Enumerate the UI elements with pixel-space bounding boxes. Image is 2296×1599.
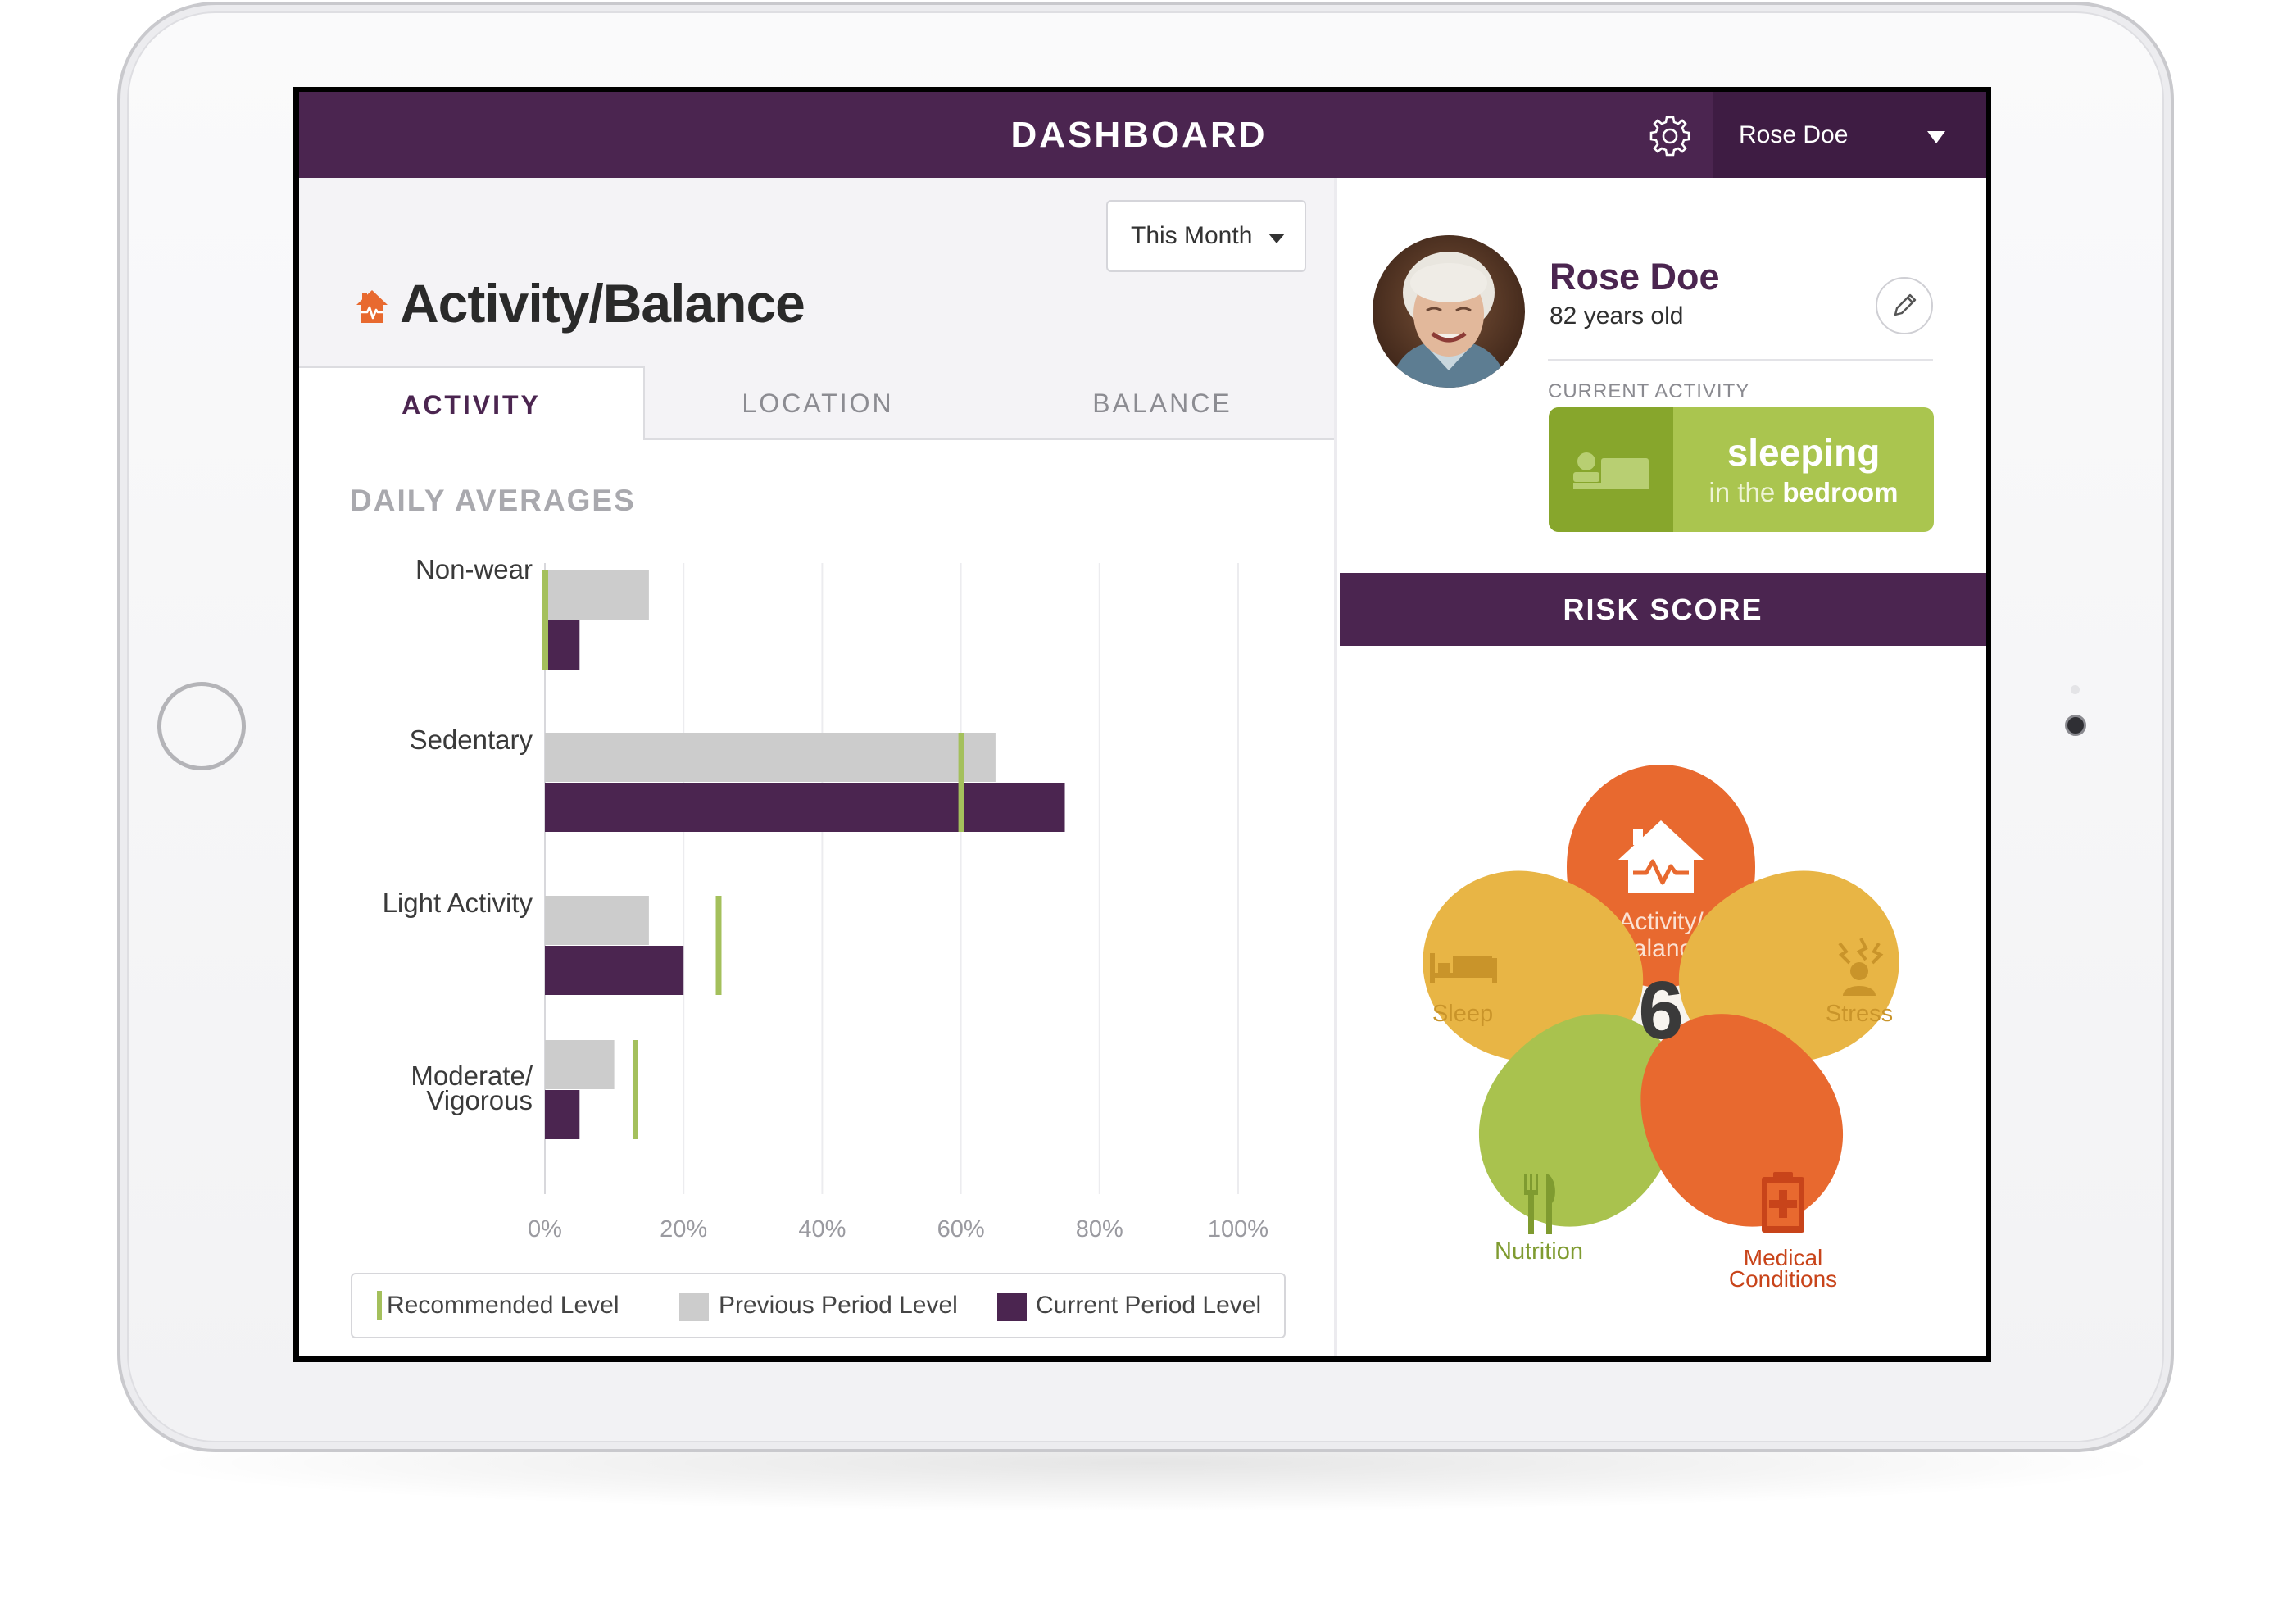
chart-tick-label: 20%: [660, 1216, 707, 1242]
chart-tick-label: 80%: [1076, 1216, 1123, 1242]
user-menu-name: Rose Doe: [1739, 121, 1849, 148]
edit-profile-button[interactable]: [1876, 277, 1933, 334]
fork-knife-icon: [1524, 1174, 1555, 1234]
top-bar: DASHBOARD Rose Doe: [299, 92, 1986, 178]
chart-category-label: Vigorous: [426, 1085, 533, 1115]
legend-label-previous: Previous Period Level: [719, 1292, 958, 1319]
legend-swatch-recommended: [377, 1291, 382, 1320]
chevron-down-icon: [1268, 234, 1285, 243]
chart-bar-previous: [545, 733, 996, 782]
camera-icon: [2065, 715, 2086, 736]
risk-petal-medical-conditions[interactable]: Medical Conditions: [1598, 974, 1882, 1292]
period-select-value: This Month: [1131, 222, 1253, 249]
chart-bar-previous: [545, 896, 649, 945]
chart-bar-previous: [545, 570, 649, 620]
risk-score-value: 6: [1638, 965, 1684, 1056]
chart-recommended-marker: [542, 570, 548, 670]
profile-age: 82 years old: [1550, 302, 1684, 329]
chart-heading: DAILY AVERAGES: [350, 484, 636, 517]
legend-swatch-previous: [679, 1293, 709, 1321]
chart-tick-label: 100%: [1208, 1216, 1268, 1242]
chart-bar-current: [545, 1090, 580, 1139]
avatar-portrait: [1373, 235, 1525, 388]
daily-averages-chart: 0% 20% 40% 60% 80% 100% Non-wear Sedentary Light…: [383, 554, 1269, 1242]
gear-icon[interactable]: [1647, 113, 1693, 159]
light-sensor: [2071, 685, 2080, 694]
chart-legend: Recommended Level Previous Period Level …: [351, 1273, 1286, 1338]
avatar: [1373, 235, 1525, 388]
profile-divider: [1548, 359, 1933, 361]
risk-petal-label: Stress: [1826, 1001, 1893, 1027]
chart-tick-label: 0%: [528, 1216, 562, 1242]
risk-petal-label: Activity/: [1618, 908, 1704, 935]
chart-recommended-marker: [958, 733, 964, 832]
risk-petal-label: Sleep: [1432, 1001, 1493, 1027]
current-activity-status: sleeping: [1727, 431, 1881, 474]
chart-bar-current: [545, 620, 580, 670]
risk-score-header: RISK SCORE: [1340, 573, 1986, 646]
legend-label-recommended: Recommended Level: [387, 1292, 619, 1319]
home-button[interactable]: [157, 682, 246, 770]
current-activity-location: in the bedroom: [1673, 477, 1934, 508]
risk-petal-stress[interactable]: Stress: [1654, 844, 1924, 1093]
activity-card-icon-area: [1549, 407, 1673, 532]
house-heartbeat-icon: [356, 290, 388, 323]
pencil-icon: [1894, 293, 1917, 316]
chart-category-label: Sedentary: [410, 725, 533, 755]
risk-score-title: RISK SCORE: [1563, 593, 1763, 626]
chart-recommended-marker: [632, 1040, 638, 1139]
current-activity-label: CURRENT ACTIVITY: [1548, 380, 1750, 402]
risk-petal-nutrition[interactable]: Nutrition: [1440, 974, 1724, 1265]
tablet-screen: DASHBOARD Rose Doe This Month: [293, 87, 1991, 1362]
tab-balance[interactable]: BALANCE: [1092, 388, 1232, 418]
tab-underline: [645, 438, 1334, 440]
page-title: Activity/Balance: [400, 273, 805, 334]
tab-activity[interactable]: ACTIVITY: [299, 366, 645, 440]
medical-clipboard-icon: [1762, 1172, 1804, 1233]
chart-tick-label: 40%: [798, 1216, 846, 1242]
risk-petal-label: Conditions: [1729, 1266, 1837, 1292]
risk-score-flower: Activity/ Balance Sleep: [1398, 765, 1924, 1292]
chart-category-label: Light Activity: [383, 888, 533, 918]
app-window: DASHBOARD Rose Doe This Month: [299, 92, 1986, 1356]
profile-name: Rose Doe: [1550, 256, 1720, 298]
location-room: bedroom: [1782, 477, 1899, 507]
period-select[interactable]: This Month: [1106, 200, 1306, 272]
chart-category-label: Non-wear: [415, 554, 533, 584]
bed-icon: [1430, 953, 1497, 983]
risk-petal-label: Medical: [1744, 1245, 1822, 1270]
chart-recommended-marker: [715, 896, 722, 995]
bed-icon: [1573, 452, 1649, 489]
chart-bar-current: [545, 783, 1065, 832]
house-heartbeat-icon: [1618, 820, 1704, 893]
chart-category-label: Moderate/: [411, 1061, 533, 1091]
chart-bar-previous: [545, 1040, 615, 1089]
tab-location[interactable]: LOCATION: [742, 388, 894, 418]
stress-icon: [1838, 938, 1884, 996]
current-activity-card: sleeping in the bedroom: [1549, 407, 1934, 532]
user-menu[interactable]: Rose Doe: [1713, 92, 1986, 178]
location-prefix: in the: [1708, 477, 1776, 507]
legend-label-current: Current Period Level: [1036, 1292, 1262, 1319]
page-header-title: DASHBOARD: [1010, 115, 1268, 155]
risk-petal-label: Nutrition: [1495, 1238, 1583, 1265]
caret-down-icon: [1927, 131, 1945, 143]
activity-panel: This Month Activity/Balance ACTIVITY LOC…: [299, 178, 1334, 1356]
risk-petal-sleep[interactable]: Sleep: [1398, 844, 1668, 1093]
panel-divider: [1334, 178, 1337, 1356]
chart-tick-label: 60%: [937, 1216, 985, 1242]
chart-bar-current: [545, 946, 684, 995]
legend-swatch-current: [997, 1293, 1027, 1321]
